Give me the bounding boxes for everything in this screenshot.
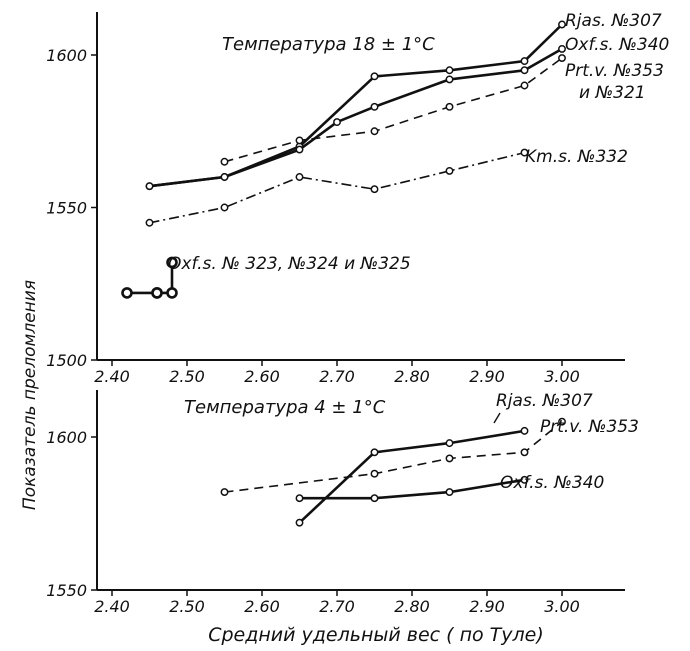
y-axis-label: Показатель преломления — [20, 280, 40, 510]
series-label: Rjas. №307 — [565, 11, 662, 31]
series-line — [299, 478, 525, 500]
data-point — [333, 118, 341, 127]
data-point — [145, 218, 154, 227]
data-point — [558, 20, 566, 29]
data-point — [370, 185, 379, 194]
x-tick-label: 3.00 — [544, 597, 580, 616]
y-tick-label: 1600 — [46, 428, 87, 447]
y-tick-label: 1600 — [46, 46, 87, 65]
y-tick-label: 1550 — [46, 581, 87, 600]
data-point — [520, 57, 529, 66]
data-point — [445, 66, 454, 75]
series-line — [298, 429, 525, 524]
data-point — [445, 75, 454, 84]
data-point — [370, 127, 379, 136]
data-point — [370, 102, 379, 111]
data-point — [121, 287, 133, 299]
series-line — [224, 57, 563, 163]
x-tick-label: 3.00 — [544, 367, 580, 386]
x-tick-label: 2.90 — [469, 597, 505, 616]
data-point — [166, 256, 178, 269]
x-tick-label: 2.40 — [94, 597, 130, 616]
data-point — [520, 475, 529, 484]
x-tick-label: 2.80 — [394, 367, 430, 386]
data-point — [220, 173, 229, 181]
data-point — [558, 44, 566, 53]
data-point — [445, 166, 454, 175]
x-axis-label: Средний удельный вес ( по Туле) — [208, 624, 544, 646]
x-tick-label: 2.70 — [319, 597, 355, 616]
series-label: Oxf.s. №340 — [500, 473, 604, 493]
series-label: Rjas. №307 — [496, 391, 593, 411]
data-point — [145, 182, 154, 191]
data-point — [151, 287, 163, 299]
y-tick-label: 1550 — [46, 199, 87, 218]
chart-title: Температура 18 ± 1°C — [222, 34, 435, 55]
data-point — [370, 448, 379, 457]
x-tick-label: 2.50 — [169, 367, 205, 386]
data-point — [445, 102, 454, 111]
y-tick-label: 1500 — [46, 351, 87, 370]
data-point — [520, 448, 529, 457]
series-label: и №321 — [579, 83, 646, 103]
data-point — [295, 145, 304, 154]
x-tick-label: 2.50 — [169, 597, 205, 616]
data-point — [520, 81, 529, 90]
data-point — [220, 203, 229, 212]
data-point — [220, 157, 229, 166]
data-point — [370, 72, 379, 81]
data-point — [520, 66, 529, 75]
data-point — [445, 454, 454, 463]
data-point — [295, 173, 304, 181]
x-tick-label: 2.80 — [394, 597, 430, 616]
x-tick-label: 2.60 — [244, 597, 280, 616]
x-tick-label: 2.90 — [469, 367, 505, 386]
series-label: Prt.v. №353 — [540, 417, 639, 437]
data-point — [445, 488, 454, 497]
x-tick-label: 2.60 — [244, 367, 280, 386]
series-label: Prt.v. №353 — [565, 61, 664, 81]
data-point — [370, 469, 379, 478]
series-line — [149, 151, 525, 224]
chart-title: Температура 4 ± 1°C — [184, 397, 386, 418]
data-point — [295, 494, 304, 503]
data-point — [370, 494, 379, 503]
series-line — [127, 262, 174, 295]
data-point — [520, 426, 529, 435]
label-leader — [493, 412, 501, 424]
series-label: Oxf.s. №340 — [565, 35, 669, 55]
data-point — [445, 439, 454, 448]
x-tick-label: 2.70 — [319, 367, 355, 386]
data-point — [166, 287, 178, 299]
data-point — [558, 54, 566, 62]
data-point — [295, 518, 304, 527]
data-point — [558, 417, 566, 426]
data-point — [220, 488, 229, 497]
series-label: Km.s. №332 — [525, 147, 628, 167]
data-point — [520, 148, 529, 157]
series-label: Oxf.s. № 323, №324 и №325 — [168, 254, 411, 274]
series-line — [149, 47, 563, 188]
data-point — [295, 136, 304, 145]
x-tick-label: 2.40 — [94, 367, 130, 386]
